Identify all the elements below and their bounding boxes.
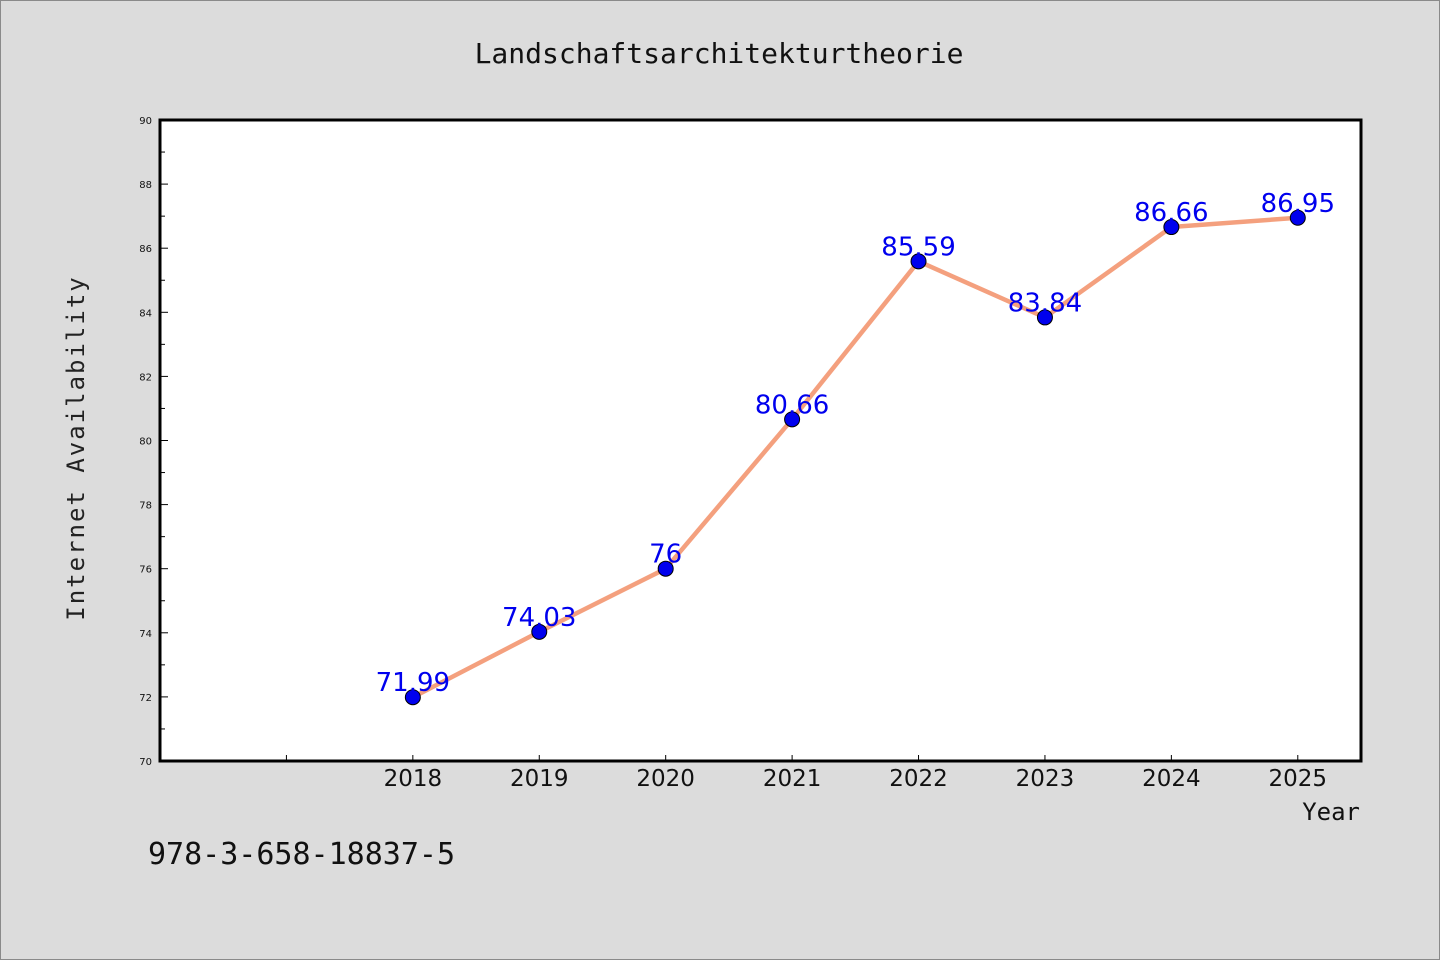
- data-point: [910, 253, 927, 270]
- data-point: [1289, 209, 1306, 226]
- isbn-footer: 978-3-658-18837-5: [148, 837, 455, 872]
- y-tick-label: 86: [139, 244, 152, 255]
- x-tick-label: 2024: [1142, 766, 1201, 792]
- y-tick-label: 78: [139, 501, 152, 512]
- x-tick-label: 2022: [889, 766, 948, 792]
- y-tick-label: 80: [139, 437, 152, 448]
- data-label: 83.84: [1008, 288, 1082, 318]
- series-line: [410, 215, 1301, 700]
- plot-area: [160, 120, 1361, 761]
- y-tick-label: 82: [139, 372, 152, 383]
- data-point: [404, 689, 421, 706]
- data-point: [1163, 219, 1180, 236]
- x-tick-label: 2018: [384, 766, 443, 792]
- data-label: 85.59: [881, 232, 955, 262]
- data-label: 86.66: [1134, 198, 1208, 228]
- y-axis-label: Internet Availability: [62, 275, 90, 620]
- data-labels: 71.99 74.03 76 80.66 85.59 83.84 86.66 86.95: [376, 189, 1335, 698]
- x-tick-label: 2019: [510, 766, 569, 792]
- x-tick-label: 2021: [763, 766, 822, 792]
- data-label: 71.99: [376, 668, 450, 698]
- y-tick-label: 76: [139, 565, 152, 576]
- y-tick-label: 74: [139, 629, 152, 640]
- data-point: [1036, 309, 1053, 326]
- data-point: [657, 560, 674, 577]
- data-point: [784, 411, 801, 428]
- series-layer: [404, 209, 1306, 706]
- y-tick-label: 88: [139, 180, 152, 191]
- data-label: 80.66: [755, 390, 829, 420]
- data-label: 86.95: [1261, 189, 1335, 219]
- x-tick-label: 2023: [1016, 766, 1075, 792]
- y-tick-label: 72: [139, 693, 152, 704]
- y-tick-label: 70: [139, 757, 152, 768]
- x-tick-label: 2020: [636, 766, 695, 792]
- x-axis-ticks: 2018 2019 2020 2021 2022 2023 2024 2025: [285, 755, 1328, 792]
- data-label: 74.03: [502, 603, 576, 633]
- plot-border: [158, 118, 1363, 763]
- data-point: [531, 623, 548, 640]
- y-tick-label: 90: [139, 116, 152, 127]
- chart-title: Landschaftsarchitekturtheorie: [475, 37, 964, 70]
- data-label: 76: [649, 540, 682, 570]
- x-axis-label: Year: [1302, 798, 1360, 826]
- y-tick-label: 84: [139, 308, 152, 319]
- x-tick-label: 2025: [1269, 766, 1328, 792]
